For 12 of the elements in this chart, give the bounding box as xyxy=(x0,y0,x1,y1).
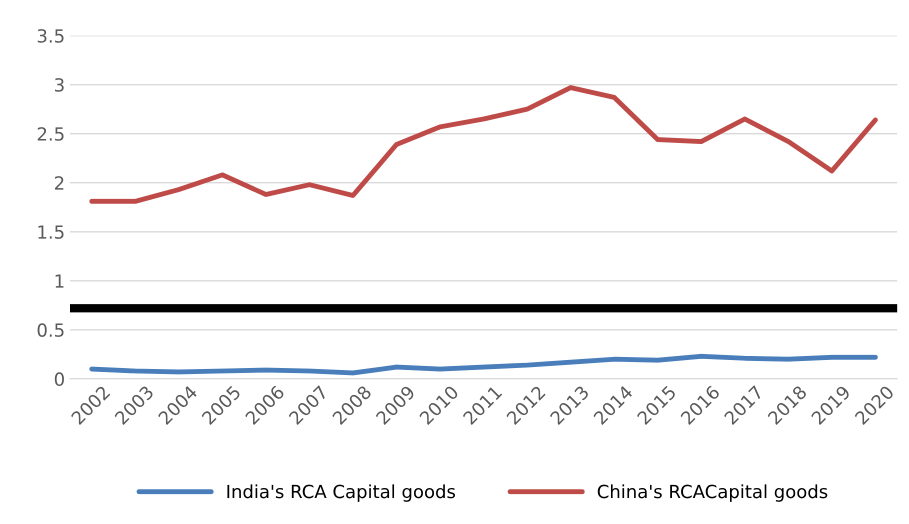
y-tick-label: 1.5 xyxy=(38,225,64,239)
y-tick-label: 1 xyxy=(56,274,64,288)
line-series xyxy=(89,354,878,376)
y-tick-label: 0.5 xyxy=(38,323,64,337)
legend-label: China's RCACapital goods xyxy=(598,484,828,502)
legend-label: India's RCA Capital goods xyxy=(227,484,456,502)
y-tick-label: 3.5 xyxy=(38,29,64,43)
line-series xyxy=(89,85,878,204)
y-tick-label: 3 xyxy=(55,78,64,92)
y-tick-label: 2 xyxy=(54,176,64,190)
y-tick-label: 2.5 xyxy=(38,127,64,141)
y-tick-label: 0 xyxy=(54,372,64,386)
